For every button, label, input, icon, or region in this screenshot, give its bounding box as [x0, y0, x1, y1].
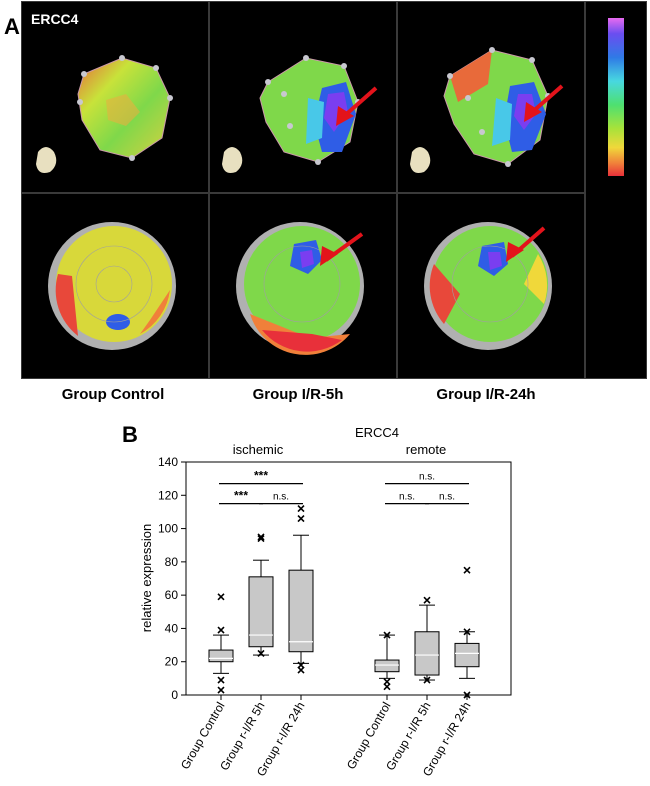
- outlier-marker: [463, 566, 471, 574]
- y-tick-label: 0: [171, 688, 178, 702]
- box-3: [374, 631, 400, 691]
- section-label-remote: remote: [406, 442, 446, 457]
- y-axis: 0 20 40 60 80 100 120 140: [158, 455, 186, 702]
- box-iqr: [208, 649, 234, 663]
- significance-label: ***: [234, 489, 248, 503]
- outlier-marker: [257, 533, 265, 541]
- group-label-ir5h: Group I/R-5h: [252, 386, 344, 403]
- gene-label: ERCC4: [31, 11, 79, 27]
- color-scale-cell: [585, 1, 647, 379]
- y-tick-label: 120: [158, 488, 178, 502]
- cell-ir24h-3d: [397, 1, 585, 193]
- y-tick-label: 80: [165, 555, 179, 569]
- box-iqr: [454, 642, 480, 668]
- y-axis-label: relative expression: [139, 524, 154, 632]
- box-iqr: [288, 569, 314, 653]
- outlier-marker: [297, 666, 305, 674]
- outlier-marker: [217, 626, 225, 634]
- outlier-marker: [257, 534, 265, 543]
- significance-label: n.s.: [419, 472, 435, 483]
- bullseye-ir5h: [236, 222, 364, 355]
- outlier-marker: [383, 683, 391, 691]
- y-tick-label: 40: [165, 621, 179, 635]
- bullseye-control: [48, 222, 176, 350]
- box-iqr: [414, 631, 440, 676]
- outlier-marker: [383, 631, 391, 639]
- box-0: [208, 593, 234, 694]
- group-label-control: Group Control: [61, 386, 165, 403]
- cell-control-bullseye: [21, 193, 209, 379]
- outlier-marker: [463, 628, 471, 636]
- section-label-ischemic: ischemic: [233, 442, 284, 457]
- heart-3d-ir5h: [222, 55, 378, 173]
- bullseye-ir24h: [424, 222, 552, 350]
- heatmap-panel: ERCC4: [21, 1, 647, 379]
- y-tick-label: 20: [165, 655, 179, 669]
- cell-ir24h-bullseye: [397, 193, 585, 379]
- cell-ir5h-bullseye: [209, 193, 397, 379]
- outlier-marker: [423, 676, 431, 684]
- plot-frame: [185, 461, 512, 696]
- outlier-marker: [257, 649, 265, 657]
- significance-label: n.s.: [399, 492, 415, 503]
- boxes: [208, 505, 480, 699]
- significance-label: ***: [254, 469, 268, 483]
- outlier-marker: [217, 593, 225, 601]
- heart-3d-control: [36, 55, 173, 173]
- significance-label: n.s.: [439, 492, 455, 503]
- outlier-marker: [217, 686, 225, 694]
- color-scale-bar: [608, 18, 624, 176]
- y-tick-label: 100: [158, 522, 178, 536]
- cell-ir5h-3d: [209, 1, 397, 193]
- box-1: [248, 533, 274, 657]
- significance-label: n.s.: [273, 492, 289, 503]
- panel-a-label: A: [4, 14, 20, 39]
- significance-brackets: *** *** n.s. n.s. n.s. n.s.: [219, 469, 469, 505]
- outlier-marker: [463, 691, 471, 699]
- group-label-ir24h: Group I/R-24h: [436, 386, 536, 403]
- box-4: [414, 596, 440, 684]
- box-iqr: [374, 659, 400, 673]
- outlier-marker: [423, 596, 431, 604]
- panel-b-label: B: [122, 422, 138, 447]
- box-iqr: [248, 576, 274, 648]
- box-5: [454, 566, 480, 699]
- y-tick-label: 140: [158, 455, 178, 469]
- outlier-marker: [217, 676, 225, 684]
- cell-control-3d: ERCC4: [21, 1, 209, 193]
- box-2: [288, 505, 314, 674]
- heart-3d-ir24h: [410, 47, 564, 173]
- outlier-marker: [297, 515, 305, 523]
- chart-title: ERCC4: [355, 425, 399, 440]
- y-tick-label: 60: [165, 588, 179, 602]
- outlier-marker: [297, 505, 305, 513]
